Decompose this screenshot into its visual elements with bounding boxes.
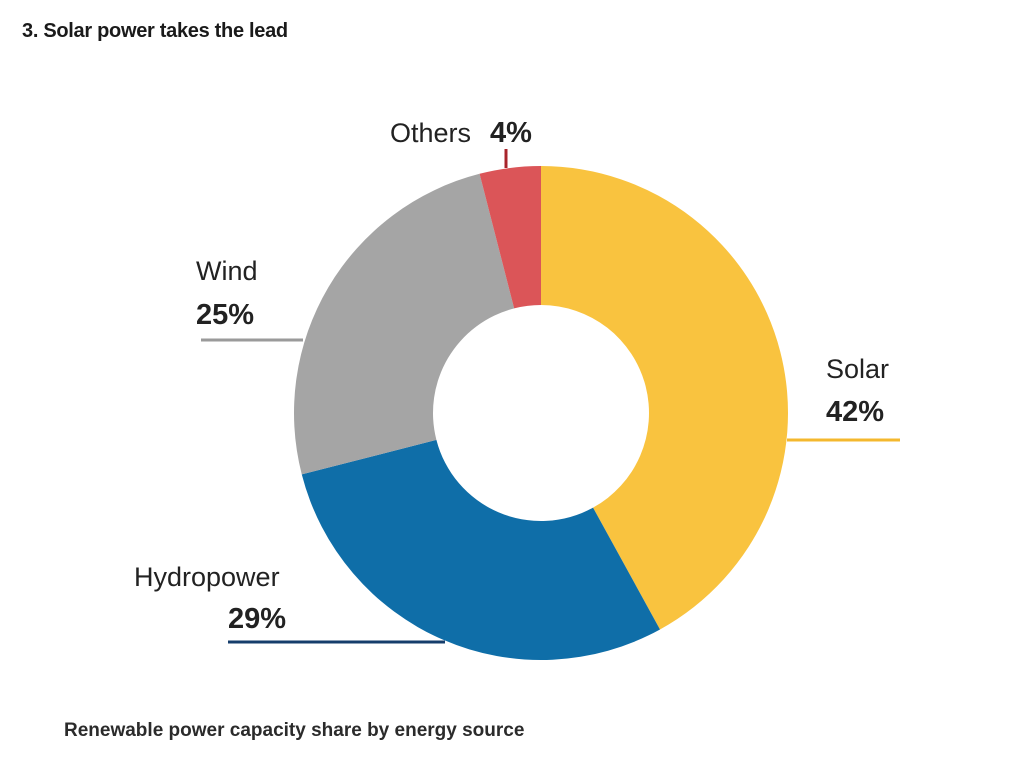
chart-title: 3. Solar power takes the lead bbox=[22, 20, 288, 42]
slice-hydropower bbox=[301, 439, 660, 661]
slice-label-solar: Solar bbox=[826, 354, 889, 384]
chart-caption: Renewable power capacity share by energy… bbox=[64, 720, 525, 741]
slice-label-wind: Wind bbox=[196, 256, 258, 286]
slice-value-solar: 42% bbox=[826, 396, 884, 428]
slice-labels: Solar 42% Hydropower 29% Wind 25% Others 4% bbox=[134, 117, 889, 635]
slice-label-others: Others bbox=[390, 118, 471, 148]
slice-solar bbox=[541, 166, 789, 630]
slice-label-hydropower: Hydropower bbox=[134, 562, 280, 592]
leader-lines bbox=[201, 149, 900, 644]
slice-value-wind: 25% bbox=[196, 299, 254, 331]
donut-slices bbox=[294, 166, 789, 661]
slice-others bbox=[479, 166, 541, 309]
slice-value-hydropower: 29% bbox=[228, 603, 286, 635]
slice-value-others: 4% bbox=[490, 117, 532, 149]
slice-wind bbox=[294, 173, 515, 475]
